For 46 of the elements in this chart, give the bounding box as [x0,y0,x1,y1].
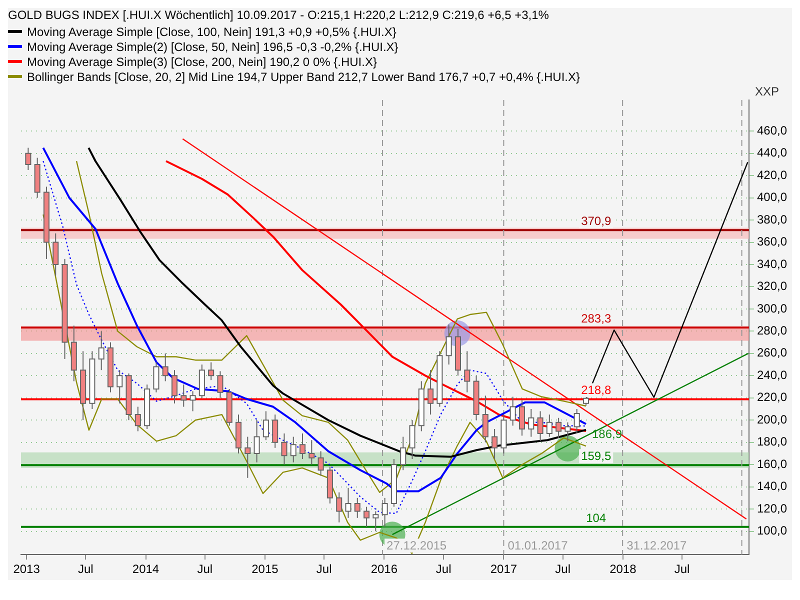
x-tick-label: 2018 [610,562,637,576]
ref-line-label: 370,9 [581,214,612,228]
y-tick-label: 220,0 [756,390,788,404]
y-tick-label: 280,0 [756,324,788,338]
x-tick-label: 2014 [132,562,160,576]
y-tick-label: 200,0 [756,412,788,426]
x-tick-label: Jul [197,562,213,576]
y-tick-label: 340,0 [756,256,788,271]
y-tick-label: 300,0 [756,301,788,316]
ref-line-label: 283,3 [581,312,612,326]
annotation: 186,9 [592,426,622,441]
legend-label: Moving Average Simple [Close, 100, Nein] 191,3 +0,9 +0,5% {.HUI.X} [27,24,396,38]
y-tick-label: 180,0 [756,434,788,449]
x-tick-label: 2013 [13,562,40,576]
y-tick-label: 160,0 [756,456,788,471]
ref-line-label: 31.12.2017 [626,538,687,553]
y-axis-title: XXP [754,84,779,98]
ref-line-label: 104 [586,510,606,525]
legend-label: Moving Average Simple(2) [Close, 50, Nein] 196,5 -0,3 -0,2% {.HUI.X} [27,40,398,54]
ref-line-label: 27.12.2015 [386,538,447,553]
legend-label: Moving Average Simple(3) [Close, 200, Nein] 190,2 0 0% {.HUI.X} [27,54,377,68]
chart-title: GOLD BUGS INDEX [.HUI.X Wöchentlich] 10.09.2017 - O:215,1 H:220,2 L:212,9 C:219,6 +6,5 +3,1% [8,8,550,24]
y-tick-label: 120,0 [756,501,788,516]
x-tick-label: 2017 [490,562,518,576]
y-tick-label: 420,0 [756,168,788,182]
x-tick-label: Jul [78,562,94,576]
x-tick-label: Jul [316,562,332,576]
x-tick-label: Jul [674,562,690,576]
x-tick-label: 2015 [252,562,279,576]
ref-line-label: 218,8 [581,383,612,398]
y-tick-label: 360,0 [756,234,788,249]
x-tick-label: Jul [555,562,570,576]
y-tick-label: 240,0 [756,368,788,382]
y-tick-label: 380,0 [756,212,788,226]
y-tick-label: 440,0 [756,146,788,160]
y-tick-label: 100,0 [756,524,788,538]
legend-label: Bollinger Bands [Close, 20, 2] Mid Line 194,7 Upper Band 212,7 Lower Band 176,7 +0,7 +0,4% {.HUI.X} [27,70,580,84]
ref-line-label: 01.01.2017 [508,538,568,553]
y-tick-label: 320,0 [756,279,788,294]
y-tick-label: 400,0 [756,190,788,204]
y-tick-label: 260,0 [756,346,788,360]
ref-line-label: 159,5 [581,449,612,464]
y-tick-label: 140,0 [756,479,788,494]
y-tick-label: 460,0 [756,123,788,138]
x-tick-label: Jul [436,562,452,576]
x-tick-label: 2016 [370,562,398,576]
